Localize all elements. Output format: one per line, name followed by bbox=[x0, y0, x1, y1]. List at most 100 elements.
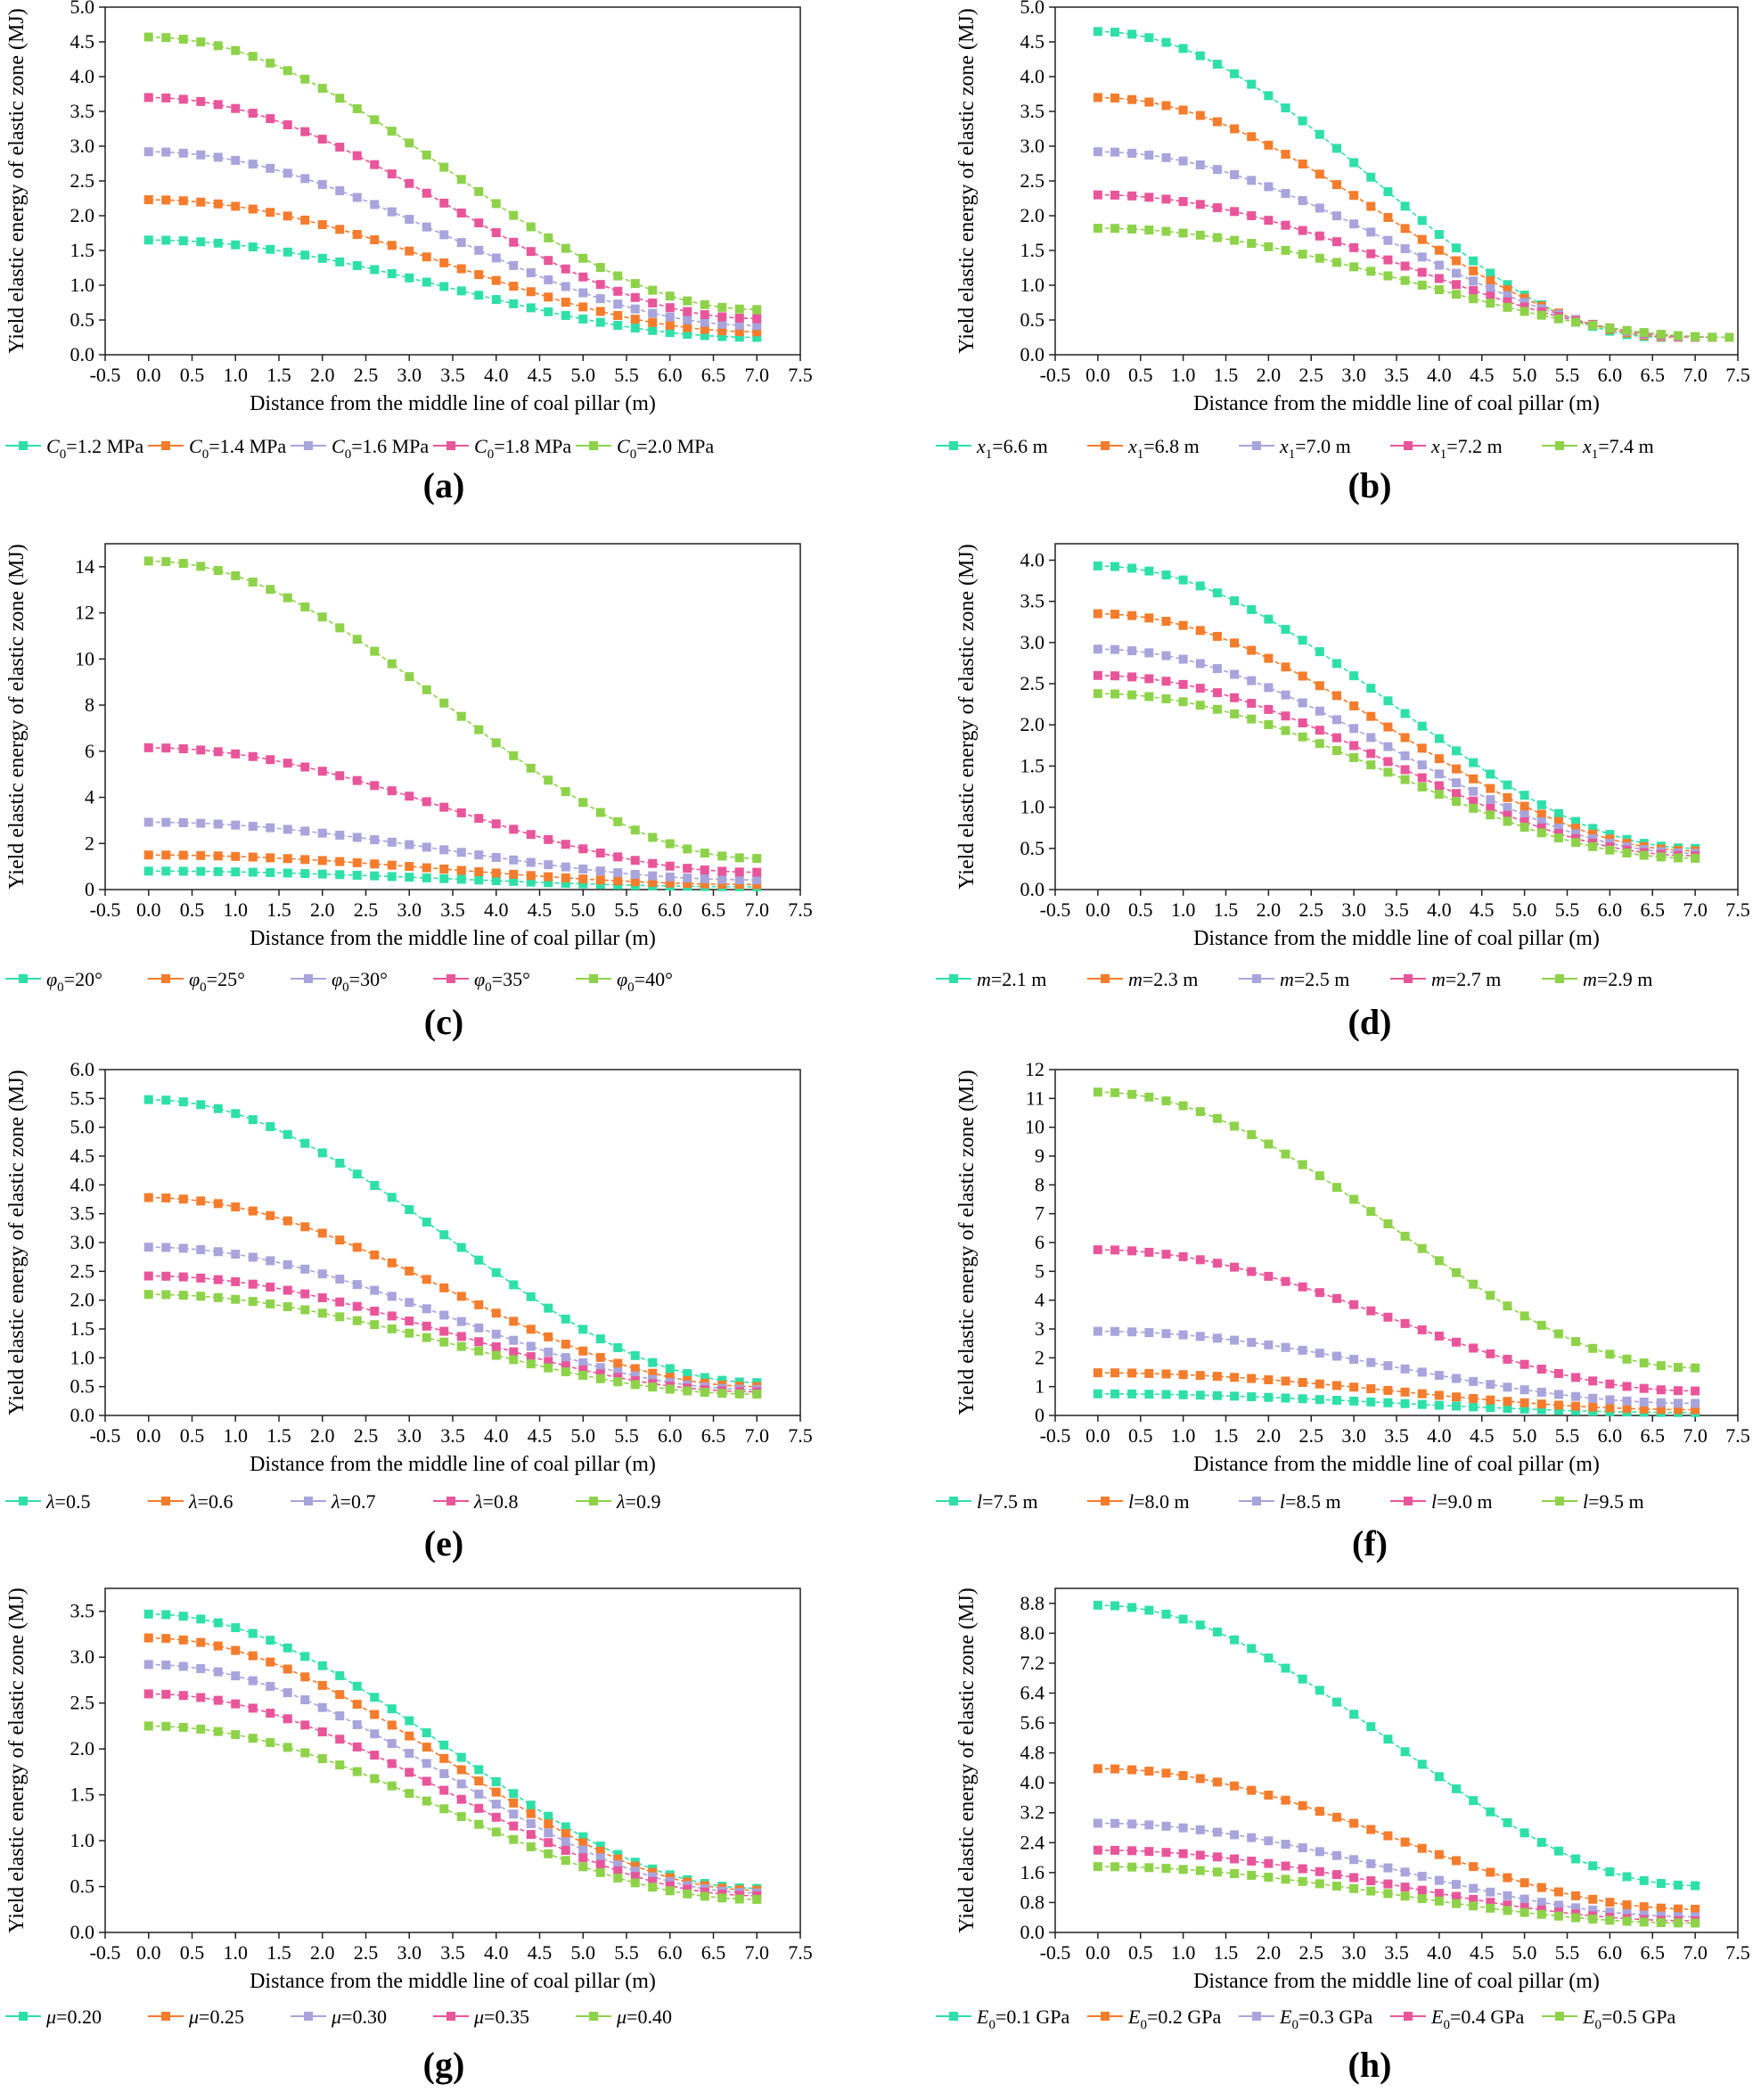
y-tick-label: 1.0 bbox=[70, 274, 95, 296]
data-point bbox=[613, 876, 623, 886]
data-point bbox=[752, 321, 762, 331]
data-point bbox=[161, 1095, 171, 1105]
data-point bbox=[1195, 160, 1205, 169]
data-point bbox=[1536, 310, 1546, 320]
data-point bbox=[387, 837, 397, 847]
data-point bbox=[1178, 1101, 1188, 1111]
series-line bbox=[148, 1663, 758, 1894]
series-1 bbox=[1093, 1600, 1700, 1891]
data-point bbox=[1349, 1710, 1359, 1719]
data-point bbox=[196, 37, 206, 47]
data-point bbox=[1571, 1406, 1581, 1415]
data-point bbox=[1212, 1372, 1222, 1382]
data-point bbox=[665, 861, 675, 871]
series-1 bbox=[143, 235, 762, 342]
data-point bbox=[335, 1275, 345, 1284]
data-point bbox=[1469, 1393, 1479, 1403]
data-point bbox=[491, 1329, 501, 1339]
y-tick-label: 9 bbox=[1035, 1144, 1044, 1167]
data-point bbox=[561, 297, 570, 307]
x-tick-label: 7.0 bbox=[1683, 898, 1708, 921]
data-point bbox=[1400, 275, 1410, 285]
data-point bbox=[1639, 1910, 1649, 1920]
data-point bbox=[595, 280, 605, 290]
data-point bbox=[1691, 1881, 1700, 1891]
data-point bbox=[405, 1328, 414, 1338]
data-point bbox=[1230, 169, 1240, 179]
data-point bbox=[300, 215, 310, 225]
legend-label: m=2.1 m bbox=[977, 968, 1046, 990]
x-tick-label: 7.5 bbox=[1725, 364, 1750, 386]
plot-frame bbox=[1054, 1587, 1739, 1933]
data-point bbox=[1281, 1376, 1290, 1386]
y-tick-label: 1.5 bbox=[70, 239, 95, 261]
data-point bbox=[474, 1323, 484, 1333]
data-point bbox=[1366, 1722, 1376, 1732]
x-tick-label: 4.5 bbox=[1470, 898, 1495, 921]
data-point bbox=[665, 1373, 675, 1382]
data-point bbox=[317, 767, 327, 776]
data-point bbox=[1366, 684, 1376, 693]
data-point bbox=[1434, 781, 1444, 791]
data-point bbox=[439, 1326, 449, 1336]
legend-marker bbox=[161, 441, 170, 450]
legend-item: m=2.7 m bbox=[1390, 968, 1501, 990]
data-point bbox=[717, 874, 727, 884]
data-point bbox=[1212, 117, 1222, 127]
data-point bbox=[456, 175, 466, 185]
data-point bbox=[474, 186, 484, 196]
data-point bbox=[1434, 1370, 1444, 1380]
data-point bbox=[1298, 1160, 1307, 1169]
data-point bbox=[1247, 1267, 1257, 1276]
data-point bbox=[266, 1657, 275, 1667]
data-point bbox=[544, 275, 553, 284]
x-tick-label: 3.0 bbox=[397, 364, 422, 386]
legend-item: x1=7.2 m bbox=[1390, 435, 1503, 462]
data-point bbox=[1400, 765, 1410, 775]
legend-label: λ=0.5 bbox=[45, 1490, 90, 1513]
data-point bbox=[1161, 1768, 1171, 1778]
data-point bbox=[1383, 1863, 1393, 1873]
data-point bbox=[491, 199, 501, 209]
x-tick-label: -0.5 bbox=[90, 898, 121, 921]
data-point bbox=[1486, 283, 1495, 293]
data-point bbox=[405, 792, 414, 801]
y-tick-label: 2.4 bbox=[1020, 1831, 1045, 1853]
data-point bbox=[1536, 800, 1546, 809]
data-point bbox=[561, 1340, 570, 1349]
data-point bbox=[613, 852, 623, 862]
data-point bbox=[1195, 1866, 1205, 1875]
data-point bbox=[665, 1364, 675, 1374]
data-point bbox=[1452, 789, 1462, 799]
legend-item: E0=0.2 GPa bbox=[1087, 2006, 1221, 2032]
data-point bbox=[1110, 1245, 1120, 1255]
data-point bbox=[352, 775, 362, 785]
data-point bbox=[1212, 233, 1222, 242]
data-point bbox=[248, 1297, 258, 1307]
data-point bbox=[1434, 1256, 1444, 1266]
data-point bbox=[665, 1881, 675, 1891]
data-point bbox=[335, 1710, 345, 1720]
data-point bbox=[213, 566, 223, 576]
data-point bbox=[143, 1689, 153, 1699]
data-point bbox=[248, 578, 258, 587]
data-point bbox=[283, 868, 292, 878]
data-point bbox=[143, 147, 153, 157]
data-point bbox=[595, 1867, 605, 1877]
data-point bbox=[231, 867, 241, 877]
data-point bbox=[578, 302, 588, 312]
data-point bbox=[578, 864, 588, 874]
data-point bbox=[1230, 69, 1240, 78]
data-point bbox=[196, 850, 206, 860]
data-point bbox=[370, 1180, 380, 1190]
data-point bbox=[1178, 1849, 1188, 1858]
data-point bbox=[1315, 253, 1324, 263]
data-point bbox=[1144, 613, 1154, 623]
data-point bbox=[405, 840, 414, 849]
data-point bbox=[1195, 200, 1205, 209]
data-point bbox=[648, 1382, 658, 1392]
data-point bbox=[1520, 1398, 1529, 1407]
data-point bbox=[1144, 97, 1154, 107]
y-tick-label: 5 bbox=[1035, 1259, 1044, 1282]
x-tick-label: -0.5 bbox=[1040, 898, 1071, 921]
